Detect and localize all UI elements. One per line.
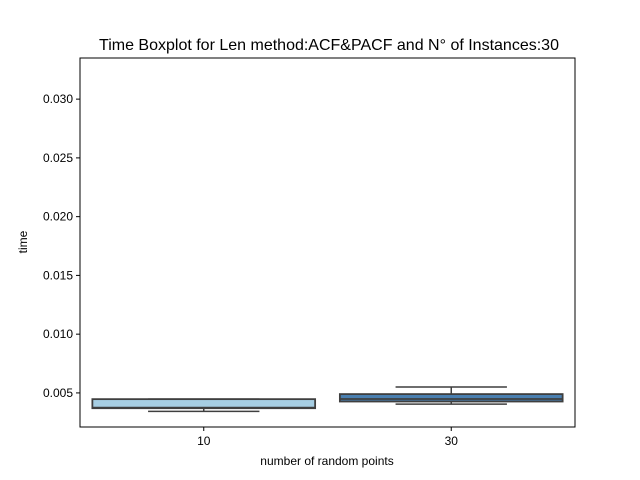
x-axis-label: number of random points <box>260 454 393 468</box>
y-tick-label: 0.005 <box>43 386 73 400</box>
y-tick-label: 0.015 <box>43 268 73 282</box>
plot-frame <box>79 57 576 428</box>
x-tick-label: 10 <box>197 434 211 448</box>
box-body <box>338 393 564 403</box>
y-tick-label: 0.025 <box>43 151 73 165</box>
box-30 <box>338 386 564 405</box>
y-tick-label: 0.030 <box>43 92 73 106</box>
box-group <box>91 386 564 413</box>
box-10 <box>91 398 317 413</box>
x-axis: 10 30 <box>197 427 458 448</box>
y-tick-label: 0.020 <box>43 210 73 224</box>
chart-title: Time Boxplot for Len method:ACF&PACF and… <box>99 37 559 54</box>
y-tick-label: 0.010 <box>43 327 73 341</box>
y-axis-label: time <box>16 230 30 253</box>
y-axis: 0.005 0.010 0.015 0.020 0.025 0.030 <box>43 92 80 400</box>
x-tick-label: 30 <box>445 434 459 448</box>
